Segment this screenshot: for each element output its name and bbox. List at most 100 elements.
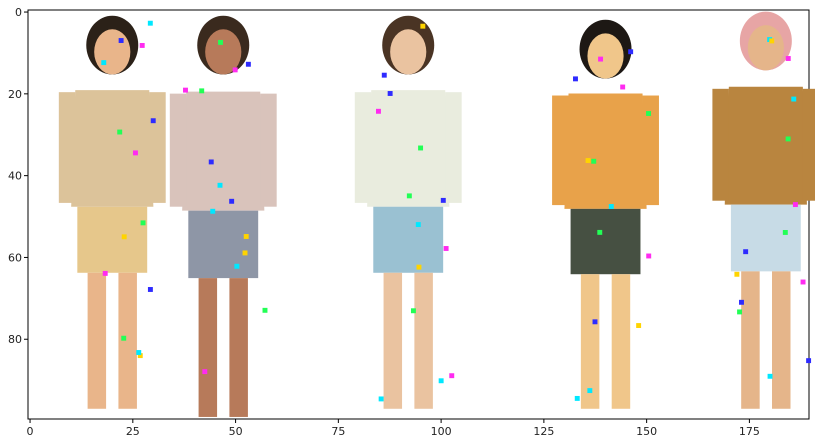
x-axis: 0 25 50 75 100 125 150 175 (27, 419, 760, 438)
face (205, 29, 242, 75)
pixel-artifact (598, 56, 604, 62)
pixel-artifact (791, 96, 797, 102)
bottom-garment (373, 206, 444, 273)
pixel-artifact (785, 56, 791, 61)
top-garment (367, 90, 450, 207)
pixel-artifact (147, 287, 153, 292)
pixel-artifact (646, 253, 652, 259)
pixel-artifact (406, 193, 412, 199)
pixel-artifact (420, 23, 426, 29)
pixel-artifact (387, 91, 393, 96)
y-tick-label: 60 (8, 251, 22, 264)
pixel-artifact (118, 38, 124, 43)
pixel-artifact (199, 88, 205, 94)
bottom-garment (730, 204, 801, 272)
pixel-artifact (792, 202, 798, 208)
right-arm (642, 95, 659, 206)
pixel-artifact (443, 246, 449, 251)
right-leg (611, 274, 631, 409)
pixel-artifact (806, 358, 812, 364)
bottom-garment (77, 206, 148, 273)
person-2 (169, 15, 277, 417)
x-tick-label: 0 (27, 425, 34, 438)
pixel-artifact (739, 299, 744, 305)
pixel-artifact (262, 307, 268, 313)
right-leg (229, 278, 248, 417)
pixel-artifact (136, 350, 142, 355)
pixel-artifact (132, 150, 138, 156)
pixel-artifact (208, 159, 214, 165)
pixel-artifact (438, 378, 444, 384)
right-leg (118, 272, 137, 409)
pixel-artifact (767, 373, 773, 379)
pixel-artifact (418, 145, 424, 151)
y-tick-label: 20 (8, 88, 22, 101)
pixel-artifact (121, 234, 127, 240)
pixel-artifact (183, 87, 188, 93)
y-tick-label: 40 (8, 170, 22, 183)
pixel-artifact (592, 319, 598, 325)
pixel-artifact (102, 270, 108, 276)
right-arm (260, 93, 277, 207)
face (390, 29, 427, 75)
pixel-artifact (608, 204, 614, 209)
top-garment (182, 91, 265, 211)
pixel-artifact (202, 369, 208, 375)
bottom-garment (188, 210, 259, 279)
pixel-artifact (147, 20, 153, 26)
pixel-artifact (440, 197, 446, 203)
x-tick-label: 100 (431, 425, 452, 438)
pixel-artifact (243, 234, 249, 239)
pixel-artifact (416, 264, 422, 270)
pixel-artifact (620, 84, 626, 90)
pixel-artifact (376, 108, 381, 114)
right-arm (445, 92, 462, 203)
pixel-artifact (574, 395, 580, 401)
x-tick-label: 175 (739, 425, 760, 438)
pixel-artifact (449, 373, 455, 379)
pixel-artifact (646, 111, 651, 116)
left-arm (169, 93, 187, 207)
pixel-artifact (245, 61, 251, 67)
pixel-artifact (587, 388, 593, 394)
left-arm (354, 92, 372, 203)
pixel-artifact (140, 220, 146, 226)
face (94, 29, 131, 75)
pixel-artifact (121, 335, 127, 341)
left-arm (58, 92, 76, 203)
pixel-artifact (150, 118, 156, 124)
top-garment (724, 86, 807, 205)
person-1 (58, 15, 166, 409)
top-garment (71, 90, 154, 207)
person-3 (354, 15, 462, 409)
left-leg (741, 271, 760, 409)
x-tick-label: 25 (126, 425, 140, 438)
pixel-artifact (743, 249, 749, 255)
bottom-garment (570, 208, 641, 275)
person-5 (712, 11, 815, 409)
pixel-artifact (415, 222, 421, 228)
pixel-artifact (217, 182, 223, 188)
x-tick-label: 125 (533, 425, 554, 438)
pixel-artifact (410, 308, 416, 314)
x-tick-label: 75 (331, 425, 345, 438)
pixel-artifact (628, 49, 634, 55)
pixel-artifact (139, 43, 145, 48)
pixel-artifact (242, 250, 248, 256)
left-leg (580, 274, 600, 409)
left-leg (383, 272, 403, 409)
pixel-artifact (585, 158, 591, 163)
pixel-artifact (800, 279, 806, 285)
pixel-artifact (782, 230, 788, 235)
pixel-artifact (636, 323, 642, 329)
pixel-artifact (378, 396, 384, 402)
right-arm (802, 88, 815, 201)
pixel-artifact (210, 208, 216, 214)
x-tick-label: 50 (229, 425, 243, 438)
face (587, 33, 624, 79)
pixel-artifact (234, 263, 240, 269)
pixel-artifact (734, 271, 740, 277)
right-leg (414, 272, 433, 409)
person-4 (552, 19, 659, 409)
